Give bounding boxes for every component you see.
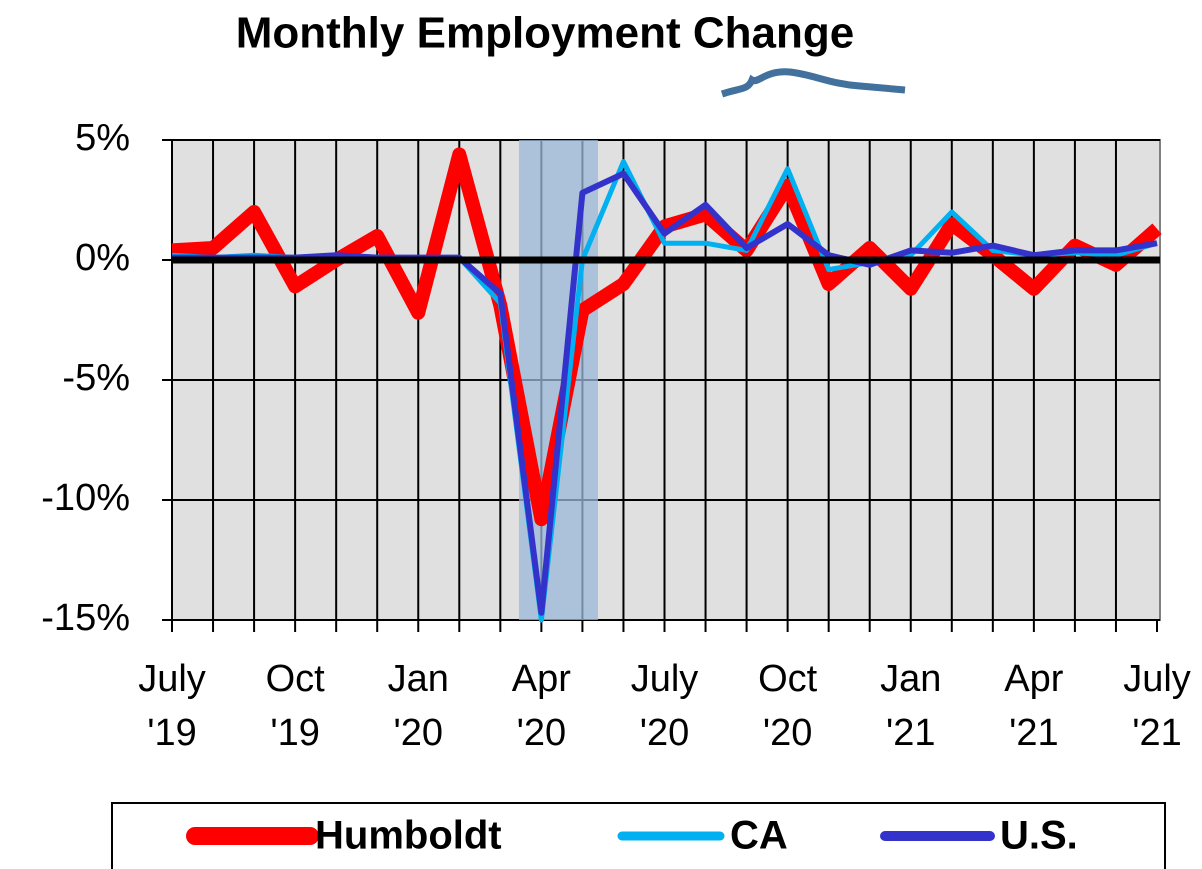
y-tick-label: -15% [41, 597, 130, 639]
scribble [720, 68, 906, 98]
x-tick-label: July '20 [630, 658, 699, 754]
x-tick-label: Oct '20 [758, 658, 818, 754]
legend-label: CA [730, 814, 788, 858]
x-tick-label: Apr '21 [1004, 658, 1064, 754]
x-tick-label: Apr '20 [511, 658, 571, 754]
series-line [172, 170, 1158, 616]
grid: 5% 0% -5% -10% -15% [41, 117, 1160, 639]
y-tick-label: 5% [75, 117, 130, 159]
x-tick-label: July '19 [138, 658, 206, 754]
x-tick-label: July '21 [1123, 658, 1191, 754]
x-tick-label: Jan '21 [880, 658, 942, 754]
legend-label: Humboldt [315, 814, 502, 858]
legend: Humboldt CA U.S. [186, 814, 1078, 858]
x-tick-label: Oct '19 [265, 658, 325, 754]
legend-label: U.S. [1000, 814, 1078, 858]
y-tick-label: -10% [41, 477, 130, 519]
chart-title: Monthly Employment Change [236, 9, 854, 58]
x-tick-label: Jan '20 [387, 658, 449, 754]
lines [171, 147, 1162, 623]
y-tick-label: 0% [75, 237, 130, 279]
y-tick-label: -5% [62, 357, 130, 399]
